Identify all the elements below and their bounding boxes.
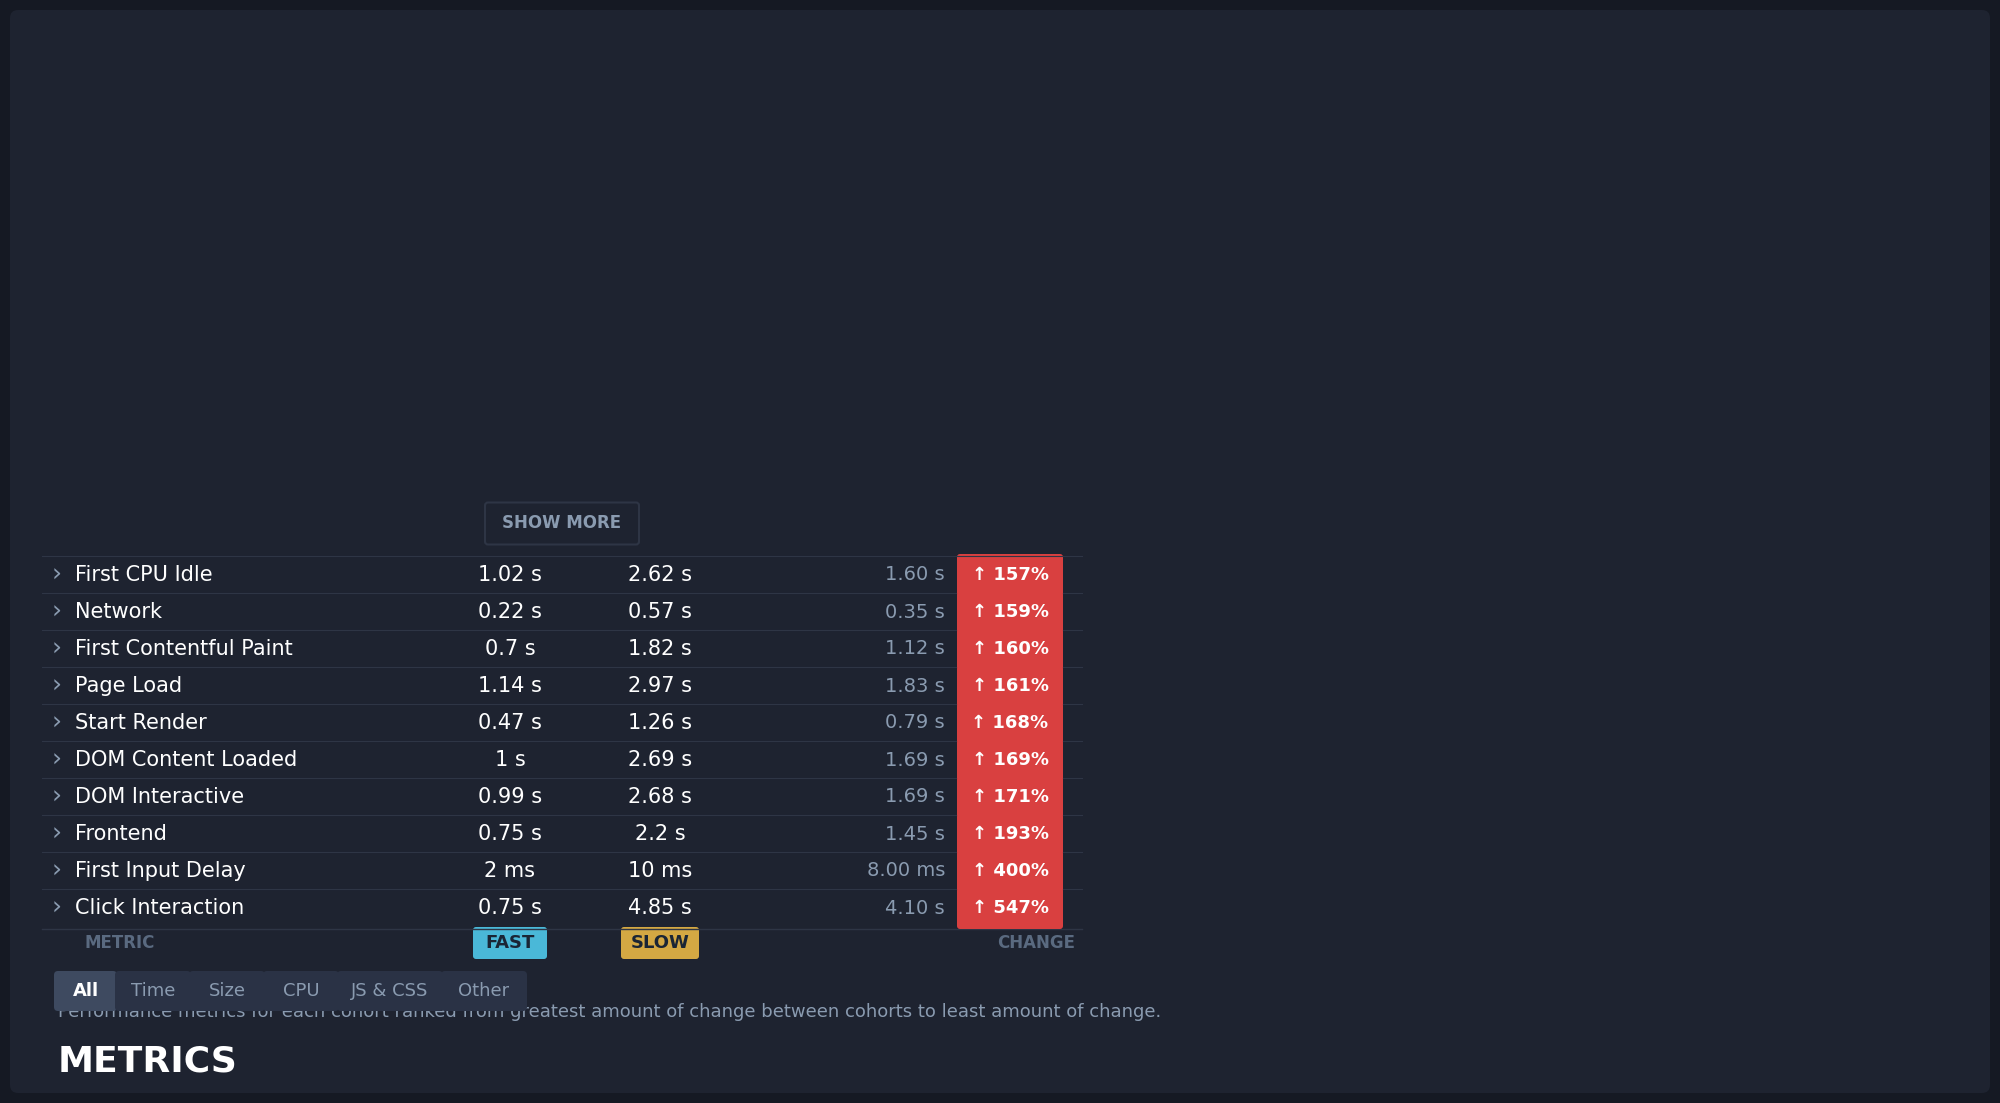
Text: ↑ 547%: ↑ 547% — [972, 899, 1048, 917]
Text: ›: › — [52, 822, 62, 846]
Text: Time: Time — [130, 982, 176, 1000]
FancyBboxPatch shape — [958, 591, 1064, 633]
Text: ›: › — [52, 674, 62, 698]
Text: 1.60 s: 1.60 s — [886, 566, 946, 585]
Text: Frontend: Frontend — [76, 824, 166, 844]
FancyBboxPatch shape — [958, 665, 1064, 707]
Text: ›: › — [52, 638, 62, 661]
Text: ›: › — [52, 711, 62, 735]
Text: 1.12 s: 1.12 s — [886, 640, 946, 658]
FancyBboxPatch shape — [54, 971, 116, 1011]
Text: METRIC: METRIC — [84, 934, 156, 952]
Text: ↑ 159%: ↑ 159% — [972, 603, 1048, 621]
Text: ›: › — [52, 859, 62, 884]
Text: SHOW MORE: SHOW MORE — [502, 514, 622, 533]
FancyBboxPatch shape — [958, 628, 1064, 670]
Text: Page Load: Page Load — [76, 676, 182, 696]
Text: DOM Content Loaded: DOM Content Loaded — [76, 750, 298, 770]
Text: ›: › — [52, 896, 62, 920]
FancyBboxPatch shape — [188, 971, 264, 1011]
FancyBboxPatch shape — [10, 10, 1990, 1093]
Text: 4.85 s: 4.85 s — [628, 898, 692, 918]
Text: 8.00 ms: 8.00 ms — [866, 861, 946, 880]
Text: Other: Other — [458, 982, 510, 1000]
Text: 1 s: 1 s — [494, 750, 526, 770]
FancyBboxPatch shape — [958, 554, 1064, 596]
Text: 0.7 s: 0.7 s — [484, 639, 536, 658]
FancyBboxPatch shape — [474, 927, 548, 959]
Text: 1.45 s: 1.45 s — [886, 825, 946, 844]
Text: 0.75 s: 0.75 s — [478, 824, 542, 844]
FancyBboxPatch shape — [958, 777, 1064, 818]
Text: Start Render: Start Render — [76, 713, 206, 733]
Text: 1.14 s: 1.14 s — [478, 676, 542, 696]
Text: CPU: CPU — [282, 982, 320, 1000]
FancyBboxPatch shape — [958, 887, 1064, 929]
Text: Size: Size — [208, 982, 246, 1000]
FancyBboxPatch shape — [958, 702, 1064, 745]
Text: 2.69 s: 2.69 s — [628, 750, 692, 770]
Text: ›: › — [52, 785, 62, 808]
Text: ›: › — [52, 600, 62, 624]
Text: 1.82 s: 1.82 s — [628, 639, 692, 658]
FancyBboxPatch shape — [958, 813, 1064, 855]
FancyBboxPatch shape — [264, 971, 340, 1011]
Text: All: All — [72, 982, 98, 1000]
Text: ›: › — [52, 748, 62, 772]
FancyBboxPatch shape — [440, 971, 528, 1011]
Text: 0.75 s: 0.75 s — [478, 898, 542, 918]
Text: Click Interaction: Click Interaction — [76, 898, 244, 918]
FancyBboxPatch shape — [958, 739, 1064, 781]
Text: 1.26 s: 1.26 s — [628, 713, 692, 733]
Text: 4.10 s: 4.10 s — [886, 899, 946, 918]
Text: CHANGE: CHANGE — [996, 934, 1076, 952]
Text: 0.22 s: 0.22 s — [478, 602, 542, 622]
Text: 0.99 s: 0.99 s — [478, 788, 542, 807]
Text: 1.69 s: 1.69 s — [886, 788, 946, 806]
Text: DOM Interactive: DOM Interactive — [76, 788, 244, 807]
Text: ↑ 168%: ↑ 168% — [972, 714, 1048, 732]
Text: ↑ 161%: ↑ 161% — [972, 677, 1048, 695]
Text: METRICS: METRICS — [58, 1045, 238, 1079]
Text: 2.97 s: 2.97 s — [628, 676, 692, 696]
Text: 2.62 s: 2.62 s — [628, 565, 692, 585]
Text: ↑ 160%: ↑ 160% — [972, 640, 1048, 658]
FancyBboxPatch shape — [958, 850, 1064, 892]
Text: FAST: FAST — [486, 934, 534, 952]
Text: Network: Network — [76, 602, 162, 622]
Text: 2.68 s: 2.68 s — [628, 788, 692, 807]
Text: 2.2 s: 2.2 s — [634, 824, 686, 844]
Text: ↑ 169%: ↑ 169% — [972, 751, 1048, 769]
Text: 0.35 s: 0.35 s — [886, 602, 946, 621]
Text: ↑ 157%: ↑ 157% — [972, 566, 1048, 583]
Text: ↑ 193%: ↑ 193% — [972, 825, 1048, 843]
FancyBboxPatch shape — [336, 971, 444, 1011]
Text: 10 ms: 10 ms — [628, 861, 692, 881]
Text: ↑ 171%: ↑ 171% — [972, 788, 1048, 806]
Text: 1.02 s: 1.02 s — [478, 565, 542, 585]
Text: First Input Delay: First Input Delay — [76, 861, 246, 881]
Text: ↑ 400%: ↑ 400% — [972, 863, 1048, 880]
Text: 0.79 s: 0.79 s — [886, 714, 946, 732]
FancyBboxPatch shape — [620, 927, 700, 959]
Text: 0.47 s: 0.47 s — [478, 713, 542, 733]
Text: 0.57 s: 0.57 s — [628, 602, 692, 622]
Text: SLOW: SLOW — [630, 934, 690, 952]
Text: First CPU Idle: First CPU Idle — [76, 565, 212, 585]
Text: Performance metrics for each cohort ranked from greatest amount of change betwee: Performance metrics for each cohort rank… — [58, 1003, 1162, 1021]
Text: 1.69 s: 1.69 s — [886, 750, 946, 770]
Text: First Contentful Paint: First Contentful Paint — [76, 639, 292, 658]
Text: ›: › — [52, 563, 62, 587]
FancyBboxPatch shape — [116, 971, 192, 1011]
Text: 1.83 s: 1.83 s — [886, 676, 946, 696]
Text: 2 ms: 2 ms — [484, 861, 536, 881]
Text: JS & CSS: JS & CSS — [352, 982, 428, 1000]
